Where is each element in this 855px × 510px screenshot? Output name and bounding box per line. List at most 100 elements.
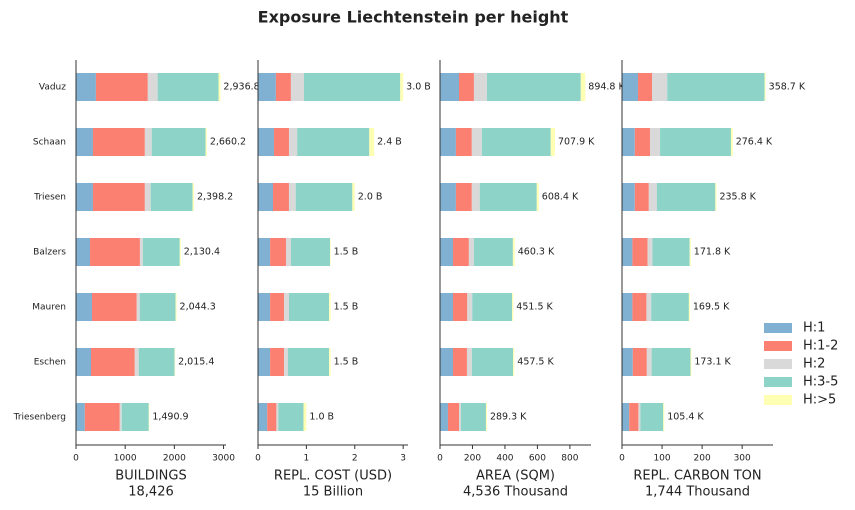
legend-label: H:>5 bbox=[803, 393, 836, 408]
bar-segment bbox=[622, 238, 633, 266]
x-tick-label: 1 bbox=[304, 454, 310, 464]
bar-segment bbox=[660, 128, 731, 156]
bar-segment bbox=[715, 183, 717, 211]
bar-segment bbox=[92, 183, 145, 211]
x-axis-total: 1,744 Thousand bbox=[645, 485, 750, 500]
legend-label: H:3-5 bbox=[803, 375, 838, 390]
bar-segment bbox=[730, 128, 733, 156]
bar-segment bbox=[290, 73, 304, 101]
x-tick-label: 300 bbox=[734, 454, 751, 464]
bar-segment bbox=[275, 73, 291, 101]
bar-segment bbox=[276, 403, 279, 431]
bar-segment bbox=[119, 403, 122, 431]
bar-segment bbox=[440, 128, 456, 156]
bar-segment bbox=[690, 348, 692, 376]
bar-segment bbox=[467, 293, 473, 321]
x-axis-label: BUILDINGS bbox=[115, 469, 186, 484]
bar-segment bbox=[142, 238, 180, 266]
total-label: 2,660.2 bbox=[210, 137, 246, 148]
x-tick-label: 3 bbox=[400, 454, 406, 464]
bar-segment bbox=[258, 403, 268, 431]
bar-segment bbox=[455, 128, 472, 156]
x-axis-total: 15 Billion bbox=[303, 485, 363, 500]
total-label: 2.0 B bbox=[358, 192, 383, 203]
bar-segment bbox=[481, 128, 551, 156]
bar-segment bbox=[329, 293, 331, 321]
bar-segment bbox=[472, 293, 513, 321]
total-label: 171.8 K bbox=[694, 247, 731, 258]
bar-segment bbox=[512, 293, 514, 321]
legend-label: H:1-2 bbox=[803, 339, 838, 354]
bar-segment bbox=[278, 403, 304, 431]
total-label: 451.5 K bbox=[516, 302, 553, 313]
bar-segment bbox=[640, 403, 664, 431]
bar-segment bbox=[258, 183, 273, 211]
bar-segment bbox=[652, 238, 690, 266]
total-label: 105.4 K bbox=[667, 412, 704, 423]
bar-segment bbox=[147, 73, 158, 101]
legend-swatch bbox=[764, 323, 792, 333]
bar-segment bbox=[512, 238, 515, 266]
bar-segment bbox=[473, 73, 487, 101]
bar-segment bbox=[144, 183, 151, 211]
bar-segment bbox=[452, 348, 467, 376]
bar-segment bbox=[273, 128, 289, 156]
bar-segment bbox=[667, 73, 765, 101]
bar-segment bbox=[369, 128, 375, 156]
bar-segment bbox=[622, 293, 633, 321]
category-label: Triesenberg bbox=[13, 413, 66, 423]
bar-segment bbox=[179, 238, 181, 266]
bar-segment bbox=[650, 128, 661, 156]
bar-segment bbox=[352, 183, 355, 211]
bar-segment bbox=[452, 238, 469, 266]
x-tick-label: 200 bbox=[464, 454, 481, 464]
bar-segment bbox=[151, 128, 206, 156]
total-label: 2,015.4 bbox=[178, 357, 214, 368]
bar-segment bbox=[121, 403, 149, 431]
bar-segment bbox=[632, 238, 648, 266]
bar-segment bbox=[76, 293, 92, 321]
bar-segment bbox=[258, 293, 271, 321]
total-label: 608.4 K bbox=[542, 192, 579, 203]
bar-segment bbox=[288, 348, 330, 376]
total-label: 1.5 B bbox=[334, 247, 359, 258]
total-label: 2,936.8 bbox=[223, 82, 259, 93]
legend-swatch bbox=[764, 341, 792, 351]
bar-segment bbox=[148, 403, 150, 431]
bar-segment bbox=[258, 348, 271, 376]
bar-segment bbox=[290, 238, 331, 266]
bar-segment bbox=[486, 73, 581, 101]
bar-segment bbox=[134, 348, 139, 376]
total-label: 2,130.4 bbox=[184, 247, 220, 258]
x-axis-label: REPL. CARBON TON bbox=[633, 469, 761, 484]
total-label: 457.5 K bbox=[517, 357, 554, 368]
total-label: 1.5 B bbox=[334, 302, 359, 313]
bar-segment bbox=[270, 293, 285, 321]
bar-segment bbox=[629, 403, 639, 431]
bar-segment bbox=[76, 183, 93, 211]
x-axis-total: 18,426 bbox=[128, 485, 174, 500]
x-tick-label: 1000 bbox=[114, 454, 137, 464]
x-tick-label: 100 bbox=[653, 454, 670, 464]
total-label: 169.5 K bbox=[693, 302, 730, 313]
bar-segment bbox=[205, 128, 207, 156]
bar-segment bbox=[91, 348, 135, 376]
category-label: Schaan bbox=[33, 138, 66, 148]
category-label: Eschen bbox=[34, 358, 66, 368]
bar-segment bbox=[270, 348, 285, 376]
category-label: Triesen bbox=[33, 193, 66, 203]
bar-segment bbox=[656, 183, 716, 211]
category-label: Mauren bbox=[32, 303, 66, 313]
bar-segment bbox=[455, 183, 472, 211]
bar-segment bbox=[297, 128, 370, 156]
bar-segment bbox=[150, 183, 193, 211]
total-label: 1,490.9 bbox=[152, 412, 188, 423]
bar-segment bbox=[218, 73, 221, 101]
total-label: 3.0 B bbox=[406, 82, 431, 93]
total-label: 2.4 B bbox=[377, 137, 402, 148]
bar-segment bbox=[270, 238, 287, 266]
bar-segment bbox=[646, 348, 652, 376]
x-tick-label: 2000 bbox=[163, 454, 186, 464]
x-tick-label: 400 bbox=[496, 454, 513, 464]
bar-segment bbox=[288, 293, 330, 321]
